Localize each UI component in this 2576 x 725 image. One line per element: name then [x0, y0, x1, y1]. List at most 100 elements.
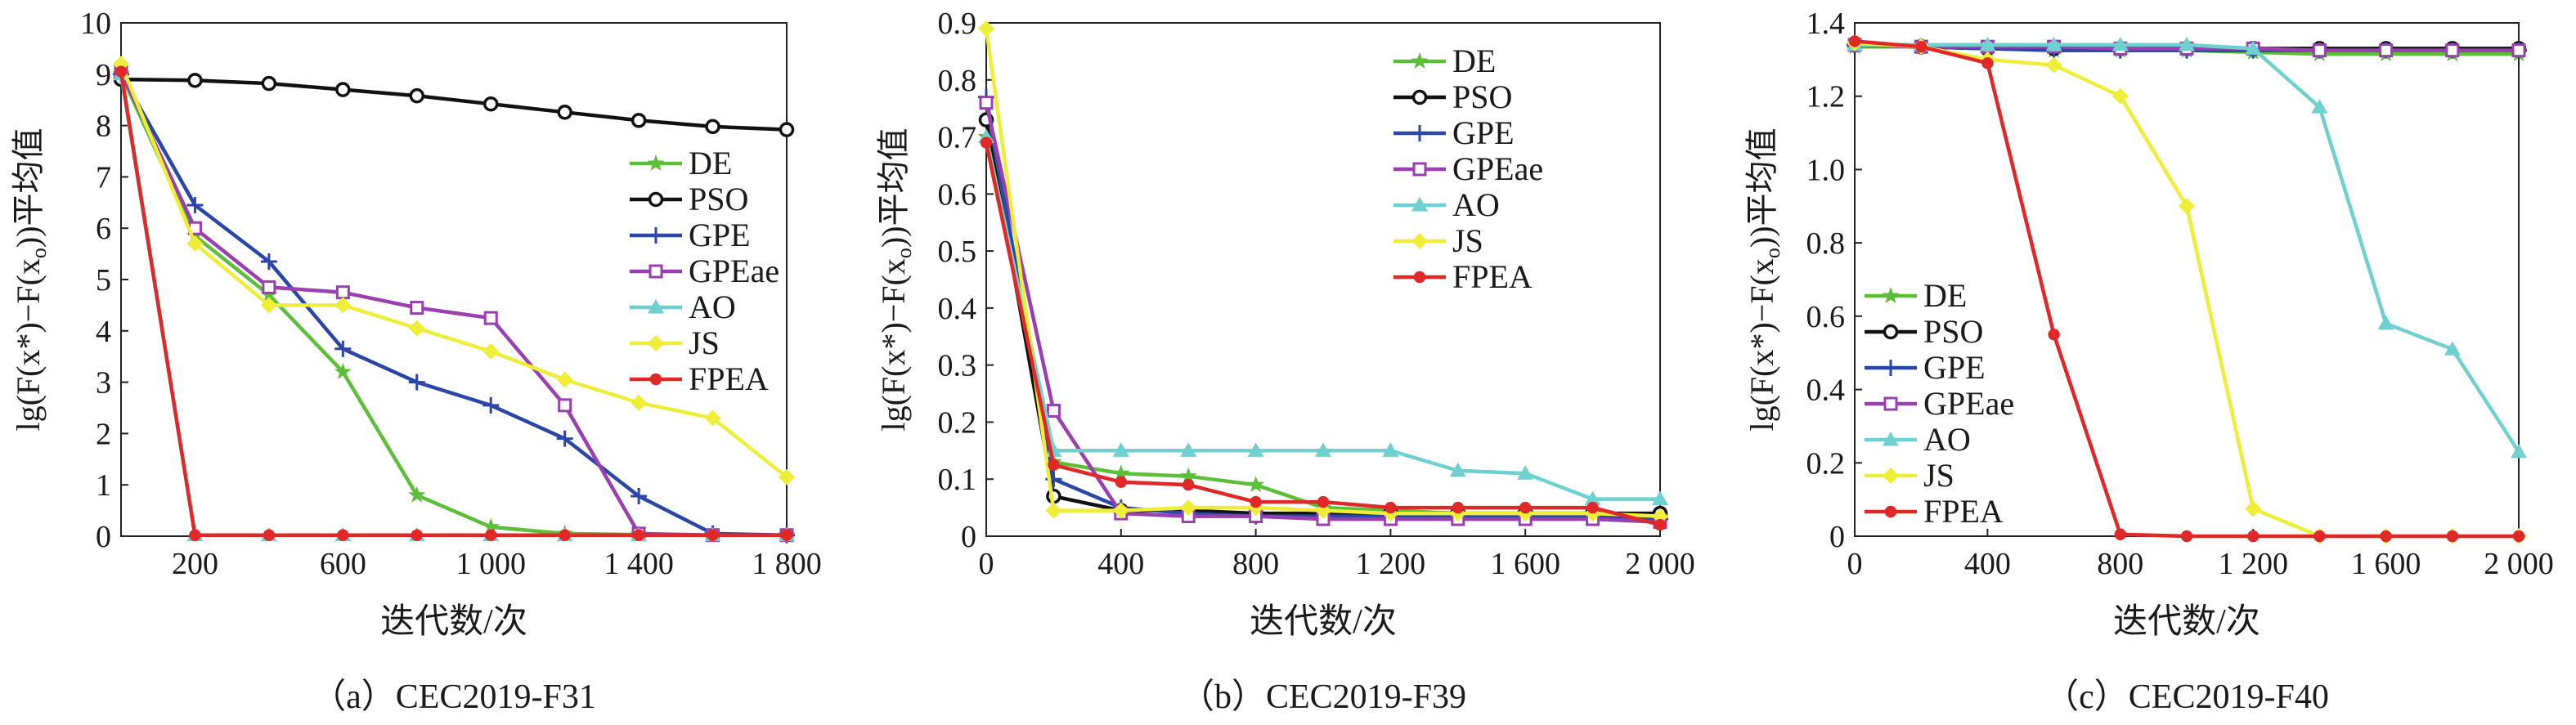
y-tick-label: 0.5	[938, 235, 977, 269]
legend-label: GPEae	[689, 253, 779, 289]
data-point	[779, 468, 795, 486]
legend-label: AO	[1452, 186, 1500, 223]
data-point	[1112, 464, 1130, 481]
series-line	[120, 77, 788, 132]
data-point	[556, 371, 573, 388]
legend-label: JS	[1452, 222, 1483, 259]
series-fpea	[980, 136, 1667, 531]
y-tick-label: 0	[96, 520, 111, 554]
data-point	[631, 488, 648, 505]
y-tick-label: 0.6	[938, 177, 977, 212]
legend-marker	[648, 335, 664, 351]
series-line	[984, 102, 1661, 524]
data-point	[2313, 530, 2326, 543]
data-point	[2245, 40, 2262, 55]
y-tick-label: 1.4	[1806, 7, 1846, 41]
x-tick-label: 200	[172, 547, 218, 581]
x-tick-label: 0	[1847, 547, 1863, 581]
data-point	[2180, 530, 2193, 543]
series-line	[119, 74, 787, 537]
y-tick-label: 0.6	[1806, 300, 1846, 334]
y-tick-label: 4	[96, 315, 111, 349]
data-point	[2245, 500, 2262, 517]
y-tick-label: 3	[96, 366, 111, 401]
data-point	[262, 280, 276, 294]
legend-label: JS	[1923, 457, 1954, 494]
data-point	[2512, 530, 2525, 543]
data-point	[334, 363, 352, 379]
data-point	[1382, 442, 1399, 457]
data-point	[1183, 479, 1195, 491]
data-point	[408, 374, 425, 391]
y-tick-label: 2	[96, 417, 111, 451]
series-fpea	[1848, 35, 2525, 543]
data-point	[409, 87, 425, 104]
legend-label: DE	[1923, 277, 1967, 314]
y-tick-label: 0.3	[938, 349, 977, 383]
data-point	[1652, 490, 1668, 506]
legend-marker	[1883, 468, 1899, 484]
panel-caption: （a）CEC2019-F31	[312, 678, 596, 716]
data-point	[1179, 467, 1197, 484]
legend-marker	[1411, 89, 1428, 105]
y-tick-label: 1	[96, 468, 111, 503]
data-point	[2048, 329, 2060, 341]
x-tick-label: 1 400	[604, 547, 674, 581]
x-tick-label: 400	[1964, 547, 2011, 581]
series-gpe	[978, 88, 1668, 528]
data-point	[335, 285, 350, 300]
x-tick-label: 0	[979, 547, 994, 581]
data-point	[2379, 43, 2394, 58]
data-point	[1317, 495, 1330, 508]
series-gpeae	[979, 96, 1667, 530]
data-point	[2312, 43, 2327, 58]
data-point	[2380, 530, 2392, 543]
legend-marker	[648, 299, 664, 314]
x-tick-label: 1 000	[456, 547, 526, 581]
data-point	[337, 529, 349, 541]
series-pso	[113, 71, 795, 137]
data-point	[1519, 501, 1532, 514]
data-point	[632, 529, 645, 541]
data-point	[1247, 476, 1265, 493]
data-point	[1247, 442, 1264, 457]
x-tick-label: 2 000	[2484, 547, 2554, 581]
chart-panel-2: 0 0.1 0.2 0.3 0.4 0.5 0.6 0.7 0.8 0.9 0 400 800 1 200…	[875, 7, 1695, 716]
plot-frame	[985, 22, 1661, 537]
data-point	[1981, 57, 1994, 69]
data-point	[114, 65, 128, 78]
y-tick-label: 0.9	[938, 7, 977, 41]
legend-label: PSO	[1452, 78, 1512, 115]
data-point	[558, 398, 572, 413]
chart-panel-1: 0 1 2 3 4 5 6 7 8 9 10 200 600 1 000 1 400 1 800 迭代数/次 （a…	[10, 7, 822, 716]
x-tick-label: 1 200	[1356, 547, 1426, 581]
x-tick-label: 800	[1232, 547, 1279, 581]
y-tick-label: 0.7	[938, 121, 977, 155]
legend-label: DE	[1452, 43, 1496, 79]
data-point	[187, 73, 203, 88]
series-js	[978, 20, 1668, 525]
data-point	[705, 119, 720, 135]
legend-label: FPEA	[1923, 493, 2004, 530]
data-point	[704, 409, 721, 427]
x-axis-label: 迭代数/次	[1250, 603, 1397, 641]
legend-label: GPE	[1923, 349, 1986, 386]
legend-marker	[1412, 162, 1427, 177]
series-line	[119, 71, 787, 537]
x-tick-label: 1 800	[752, 547, 822, 581]
x-tick-label: 400	[1097, 547, 1144, 581]
legend-marker	[1413, 271, 1426, 284]
data-point	[410, 301, 424, 316]
data-point	[260, 253, 277, 271]
legend-label: GPEae	[1452, 150, 1543, 187]
data-point	[2112, 36, 2129, 51]
data-point	[335, 82, 351, 97]
legend-label: DE	[689, 145, 732, 181]
data-point	[186, 235, 204, 253]
legend-marker	[1883, 324, 1899, 340]
data-point	[707, 529, 719, 541]
data-point	[334, 297, 352, 314]
data-point	[2045, 36, 2062, 51]
